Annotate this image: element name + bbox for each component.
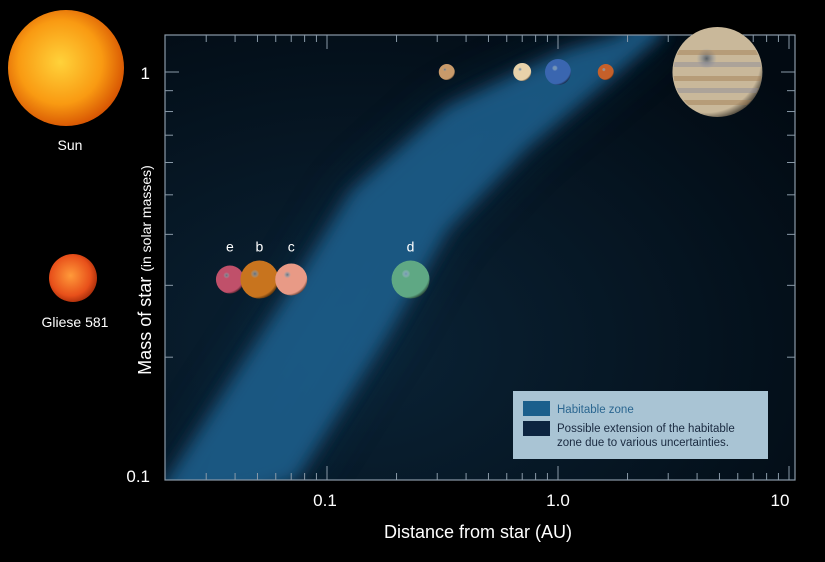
plot-frame <box>164 34 796 481</box>
sun-image <box>8 10 124 126</box>
y-axis-label-main: Mass of star <box>135 277 155 375</box>
planet-venus <box>513 63 532 81</box>
planet-gliese-581-b <box>240 260 279 299</box>
habitable-zone-band <box>168 35 662 480</box>
y-axis-label-sub: (in solar masses) <box>138 165 154 272</box>
jupiter-band <box>673 50 761 55</box>
planet-label: e <box>226 239 234 255</box>
planet-label: c <box>288 239 295 255</box>
legend-swatch-extension <box>523 421 550 436</box>
x-tick-label: 1.0 <box>546 491 570 510</box>
jupiter-band <box>673 62 761 67</box>
star-label-sun: Sun <box>58 137 83 153</box>
planet-label: d <box>407 239 415 255</box>
planet-gliese-581-d <box>391 260 430 299</box>
jupiter-band <box>673 100 761 105</box>
legend-box <box>513 391 768 459</box>
jupiter-band <box>673 76 761 81</box>
gliese-581-image <box>49 254 97 302</box>
x-tick-label: 0.1 <box>313 491 337 510</box>
y-tick-label: 0.1 <box>126 467 150 486</box>
planet-gliese-581-c <box>275 263 308 296</box>
legend-label-habitable: Habitable zone <box>557 404 634 416</box>
x-tick-label: 10 <box>771 491 790 510</box>
planet-mercury <box>438 64 455 80</box>
planet-gliese-581-e <box>215 265 244 294</box>
legend-line-1: Possible extension of the habitable <box>557 423 735 435</box>
jupiter-band <box>673 88 761 93</box>
planet-label: b <box>256 239 264 255</box>
y-axis-label: Mass of star (in solar masses) <box>135 165 155 375</box>
x-axis-label: Distance from star (AU) <box>384 522 572 542</box>
legend-label-extension: Possible extension of the habitable zone … <box>557 423 735 449</box>
y-tick-label: 1 <box>141 64 150 83</box>
star-label-gliese-581: Gliese 581 <box>42 314 109 330</box>
legend-swatch-habitable <box>523 401 550 416</box>
planet-jupiter <box>672 27 763 117</box>
legend-line-2: zone due to various uncertainties. <box>557 437 729 449</box>
planet-earth <box>545 59 571 85</box>
legend: Habitable zone Possible extension of the… <box>513 391 768 459</box>
planet-mars <box>597 64 614 80</box>
